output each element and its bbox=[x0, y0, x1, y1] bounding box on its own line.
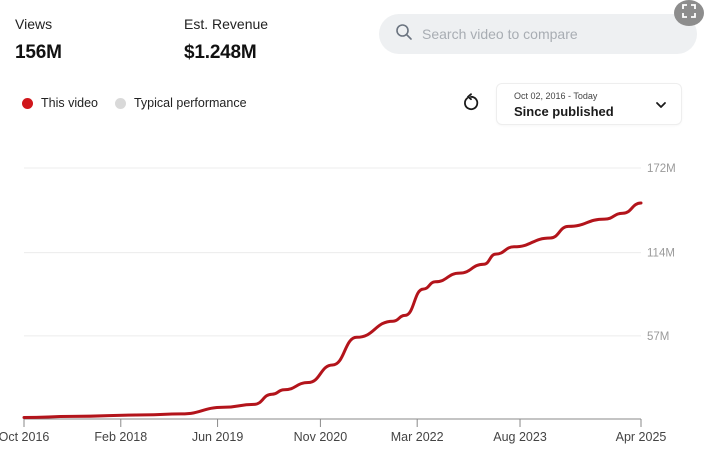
x-tick-label: Aug 2023 bbox=[493, 430, 547, 444]
views-label: Views bbox=[15, 16, 53, 32]
views-value: 156M bbox=[15, 42, 62, 63]
x-tick-label: Oct 2016 bbox=[0, 430, 49, 444]
revenue-stat: Est. Revenue $1.248M bbox=[184, 16, 268, 64]
search-icon bbox=[395, 23, 413, 46]
y-tick-label: 114M bbox=[647, 248, 675, 260]
search-bar[interactable] bbox=[379, 14, 697, 54]
y-tick-label: 172M bbox=[647, 163, 676, 175]
legend-dot-icon bbox=[114, 97, 126, 109]
x-axis-ticks: Oct 2016 Feb 2018 Jun 2019 Nov 2020 Mar 2022… bbox=[0, 419, 666, 444]
legend-dot-icon bbox=[22, 97, 33, 109]
legend-label: This video bbox=[41, 96, 98, 110]
fullscreen-icon bbox=[681, 3, 697, 24]
chart-legend: This video Typical performance bbox=[22, 96, 264, 110]
series-line-this-video bbox=[22, 201, 643, 419]
legend-item-this-video[interactable]: This video bbox=[22, 96, 98, 110]
revenue-value: $1.248M bbox=[184, 42, 257, 63]
x-tick-label: Jun 2019 bbox=[192, 430, 243, 444]
date-range-selected: Since published bbox=[514, 104, 614, 119]
y-axis-ticks: 57M 114M 172M bbox=[647, 163, 676, 343]
reset-button[interactable] bbox=[460, 92, 482, 118]
y-tick-label: 57M bbox=[647, 331, 669, 343]
reset-icon bbox=[461, 92, 481, 118]
search-input[interactable] bbox=[422, 26, 682, 42]
x-tick-label: Mar 2022 bbox=[391, 430, 444, 444]
x-tick-label: Feb 2018 bbox=[94, 430, 147, 444]
legend-label: Typical performance bbox=[133, 96, 247, 110]
legend-item-typical-performance[interactable]: Typical performance bbox=[114, 96, 247, 110]
x-tick-label: Apr 2025 bbox=[616, 430, 667, 444]
chevron-down-icon bbox=[655, 98, 667, 110]
revenue-label: Est. Revenue bbox=[184, 16, 269, 32]
grid-lines bbox=[24, 167, 641, 337]
views-stat: Views 156M bbox=[15, 16, 62, 64]
date-range-dropdown[interactable]: Oct 02, 2016 - Today Since published bbox=[496, 83, 682, 125]
fullscreen-button[interactable] bbox=[674, 0, 704, 26]
x-tick-label: Nov 2020 bbox=[294, 430, 348, 444]
views-line-chart: 57M 114M 172M Oct 2016 Feb 2018 Jun 2019 Nov … bbox=[0, 163, 676, 444]
date-range-subtitle: Oct 02, 2016 - Today bbox=[514, 91, 598, 101]
